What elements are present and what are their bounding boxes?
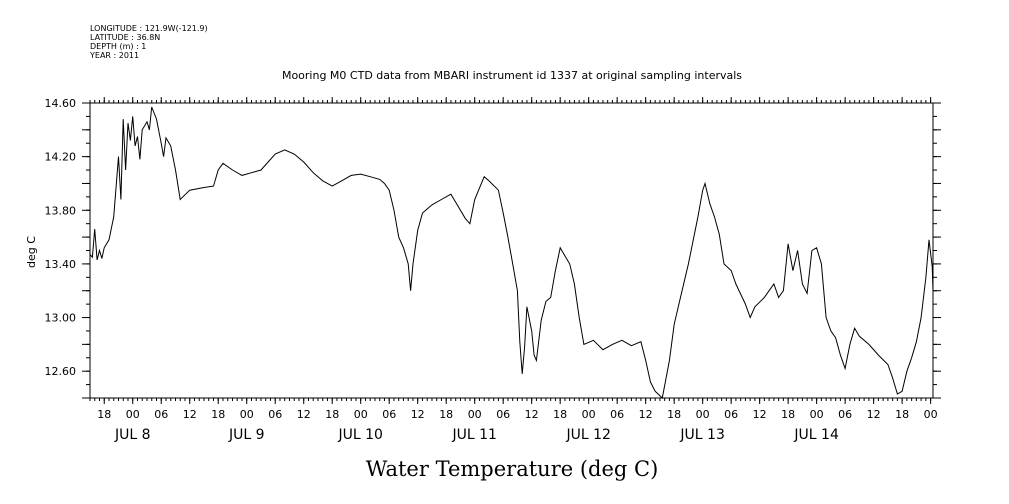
x-hour-tick-label: 06: [610, 408, 624, 421]
meta-year: YEAR : 2011: [89, 51, 139, 60]
x-hour-tick-label: 12: [525, 408, 539, 421]
meta-depth: DEPTH (m) : 1: [90, 42, 146, 51]
x-hour-tick-label: 06: [496, 408, 510, 421]
x-axis-label: Water Temperature (deg C): [366, 457, 659, 481]
x-hour-tick-label: 18: [325, 408, 339, 421]
plot-frame: [89, 102, 934, 399]
meta-latitude: LATITUDE : 36.8N: [90, 33, 160, 42]
x-day-label: JUL 10: [337, 427, 382, 443]
series-line-water-temperature: [89, 106, 934, 399]
x-hour-tick-label: 00: [582, 408, 596, 421]
y-tick-label: 14.60: [45, 97, 77, 110]
y-tick-label: 14.20: [45, 151, 77, 164]
x-day-label: JUL 9: [228, 427, 265, 443]
x-day-label: JUL 12: [565, 427, 610, 443]
x-hour-tick-label: 00: [810, 408, 824, 421]
meta-longitude: LONGITUDE : 121.9W(-121.9): [90, 24, 208, 33]
x-hour-tick-label: 18: [781, 408, 795, 421]
x-hour-tick-label: 00: [126, 408, 140, 421]
x-day-label: JUL 13: [679, 427, 724, 443]
x-hour-tick-label: 12: [639, 408, 653, 421]
x-hour-tick-label: 12: [297, 408, 311, 421]
y-tick-label: 13.00: [45, 312, 77, 325]
x-hour-tick-label: 12: [753, 408, 767, 421]
x-day-label: JUL 14: [793, 427, 839, 443]
tick-marks: [82, 97, 941, 404]
x-hour-tick-label: 00: [240, 408, 254, 421]
metadata-block: LONGITUDE : 121.9W(-121.9) LATITUDE : 36…: [89, 24, 208, 60]
x-hour-tick-label: 12: [411, 408, 425, 421]
x-hour-tick-label: 18: [667, 408, 681, 421]
x-hour-tick-label: 12: [183, 408, 197, 421]
x-hour-tick-label: 06: [382, 408, 396, 421]
x-hour-tick-label: 18: [211, 408, 225, 421]
x-hour-tick-label: 12: [867, 408, 881, 421]
x-hour-tick-label: 00: [354, 408, 368, 421]
chart-title: Mooring M0 CTD data from MBARI instrumen…: [282, 69, 742, 82]
x-hour-tick-label: 06: [724, 408, 738, 421]
tick-labels: 18 00 06 12 18 00 06 12 18 00 06 12 18 00 06 12 18 00 06 12…: [45, 97, 938, 443]
y-tick-label: 12.60: [45, 365, 77, 378]
x-hour-tick-label: 06: [154, 408, 168, 421]
x-day-label: JUL 8: [114, 427, 151, 443]
x-hour-tick-label: 00: [924, 408, 938, 421]
x-hour-tick-label: 00: [696, 408, 710, 421]
x-hour-tick-label: 06: [268, 408, 282, 421]
x-hour-tick-label: 18: [97, 408, 111, 421]
x-hour-tick-label: 18: [439, 408, 453, 421]
x-hour-tick-label: 18: [895, 408, 909, 421]
x-day-label: JUL 11: [451, 427, 496, 443]
x-hour-tick-label: 06: [838, 408, 852, 421]
y-tick-label: 13.40: [45, 258, 77, 271]
x-hour-tick-label: 00: [468, 408, 482, 421]
y-tick-label: 13.80: [45, 204, 77, 217]
y-axis-label: deg C: [25, 236, 38, 268]
x-hour-tick-label: 18: [553, 408, 567, 421]
